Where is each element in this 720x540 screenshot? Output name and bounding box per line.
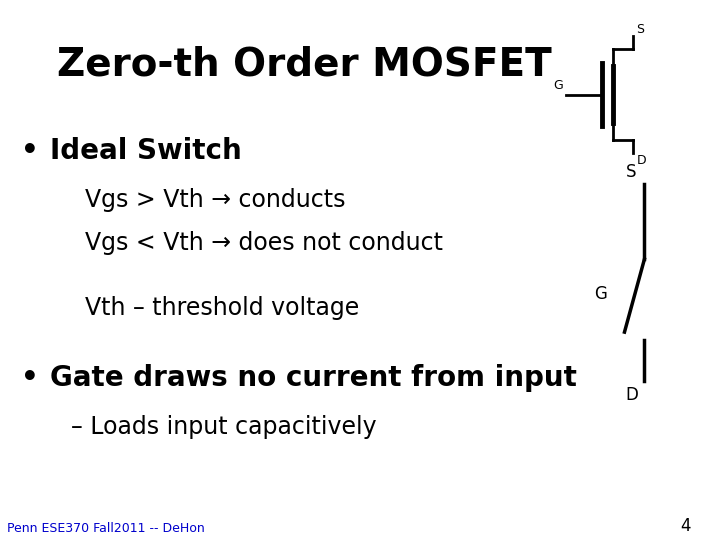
Text: G: G: [594, 285, 607, 303]
Text: •: •: [22, 137, 39, 165]
Text: 4: 4: [680, 517, 690, 535]
Text: Ideal Switch: Ideal Switch: [50, 137, 242, 165]
Text: Gate draws no current from input: Gate draws no current from input: [50, 364, 577, 392]
Text: Penn ESE370 Fall2011 -- DeHon: Penn ESE370 Fall2011 -- DeHon: [7, 522, 205, 535]
Text: G: G: [553, 79, 562, 92]
Text: •: •: [22, 364, 39, 392]
Text: Vth – threshold voltage: Vth – threshold voltage: [86, 296, 360, 320]
Text: Zero-th Order MOSFET: Zero-th Order MOSFET: [57, 46, 552, 84]
Text: Vgs < Vth → does not conduct: Vgs < Vth → does not conduct: [86, 231, 444, 255]
Text: Vgs > Vth → conducts: Vgs > Vth → conducts: [86, 188, 346, 212]
Text: D: D: [625, 386, 638, 404]
Text: S: S: [626, 163, 637, 181]
Text: – Loads input capacitively: – Loads input capacitively: [71, 415, 377, 438]
Text: S: S: [636, 23, 644, 36]
Text: D: D: [636, 154, 647, 167]
